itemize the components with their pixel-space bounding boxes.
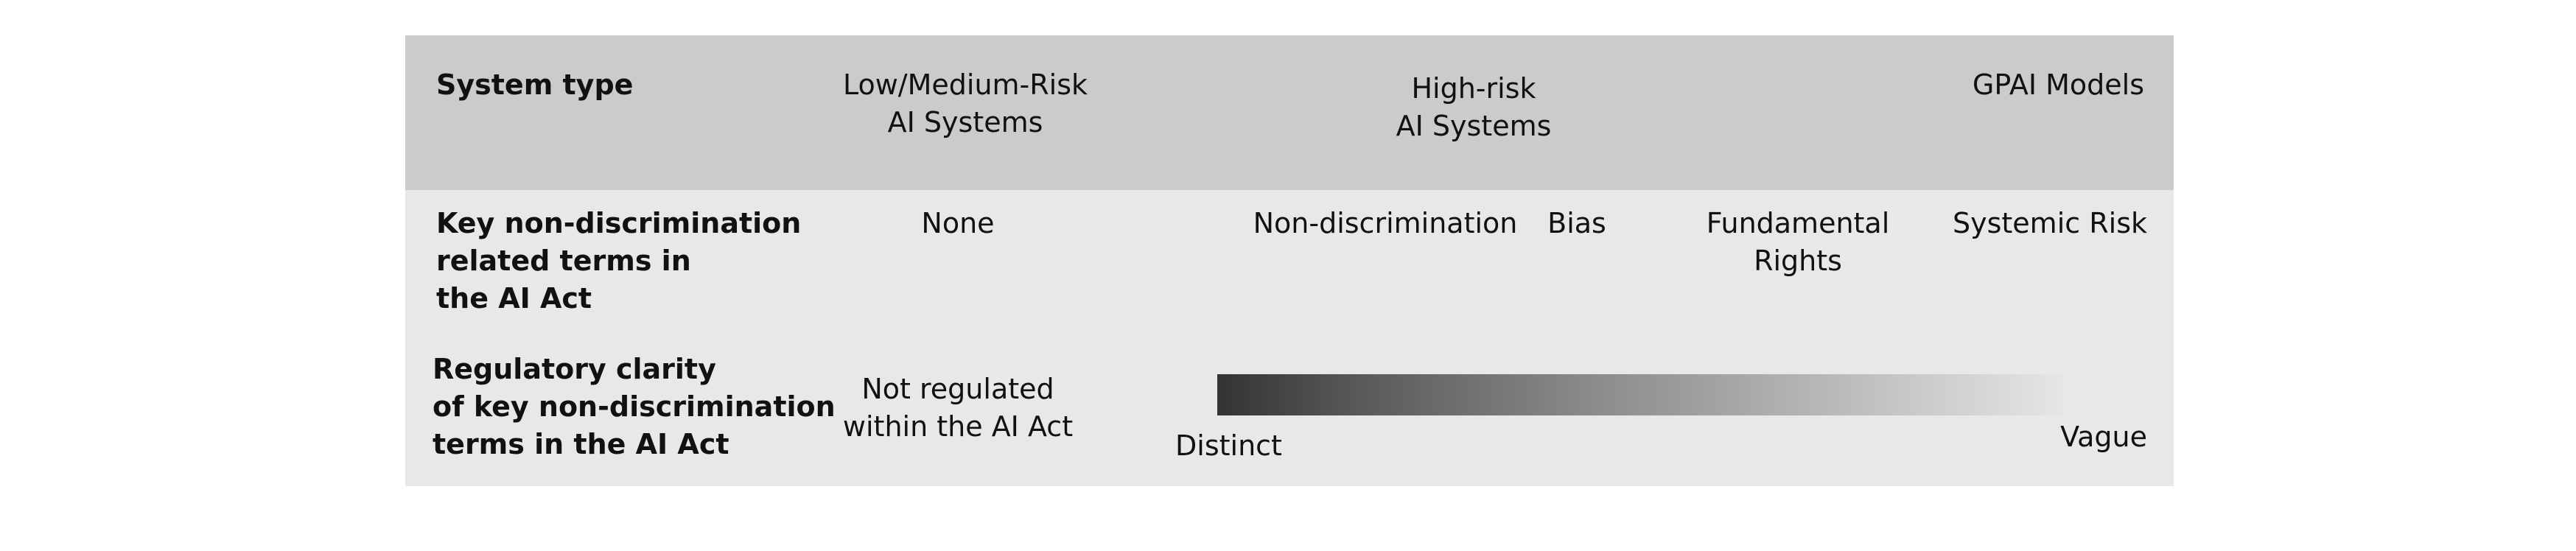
regulatory-clarity-label-line3: terms in the AI Act xyxy=(433,428,729,460)
scale-end-label-vague: Vague xyxy=(2060,421,2147,453)
regulatory-clarity-label-line2: of key non-discrimination xyxy=(433,390,836,423)
key-terms-label-line1: Key non-discrimination xyxy=(436,207,802,239)
not-regulated-text-line1: Not regulated xyxy=(861,373,1054,405)
comparison-table: System type Low/Medium-Risk AI Systems H… xyxy=(405,35,2174,486)
term-fundamental-rights: Fundamental Rights xyxy=(1687,205,1908,280)
regulatory-clarity-label-line1: Regulatory clarity xyxy=(433,353,716,385)
header-low-medium-risk: Low/Medium-Risk AI Systems xyxy=(833,66,1098,141)
not-regulated-text-line2: within the AI Act xyxy=(842,410,1074,443)
header-low-medium-risk-line2: AI Systems xyxy=(887,106,1043,138)
clarity-gradient-bar xyxy=(1217,374,2065,415)
scale-start-label-distinct: Distinct xyxy=(1175,429,1282,462)
header-high-risk-line2: AI Systems xyxy=(1396,110,1552,142)
key-terms-label: Key non-discrimination related terms in … xyxy=(436,205,801,317)
term-fundamental-rights-line2: Rights xyxy=(1754,245,1842,277)
term-none: None xyxy=(921,207,995,239)
header-high-risk-line1: High-risk xyxy=(1411,72,1536,105)
term-non-discrimination: Non-discrimination xyxy=(1253,207,1518,239)
system-type-label: System type xyxy=(436,69,634,101)
header-high-risk: High-risk AI Systems xyxy=(1363,70,1584,145)
key-terms-label-line2: related terms in xyxy=(436,245,691,277)
term-fundamental-rights-line1: Fundamental xyxy=(1706,207,1890,239)
header-low-medium-risk-line1: Low/Medium-Risk xyxy=(842,69,1088,101)
header-band xyxy=(405,35,2174,190)
key-terms-label-line3: the AI Act xyxy=(436,282,592,315)
term-bias: Bias xyxy=(1547,207,1606,239)
regulatory-clarity-label: Regulatory clarity of key non-discrimina… xyxy=(433,351,836,463)
not-regulated-text: Not regulated within the AI Act xyxy=(833,371,1083,446)
term-systemic-risk: Systemic Risk xyxy=(1953,207,2147,239)
header-gpai-models: GPAI Models xyxy=(1972,69,2144,101)
